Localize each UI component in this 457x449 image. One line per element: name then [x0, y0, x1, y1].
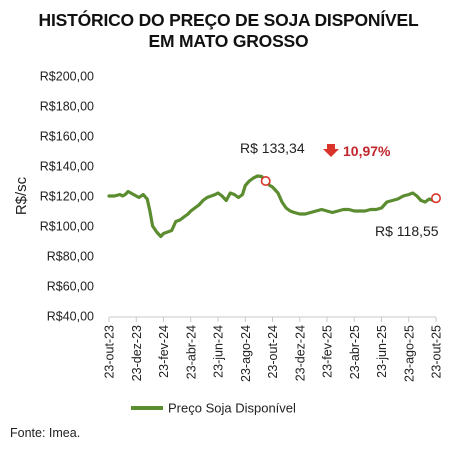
x-tick-label: 23-fev-25: [321, 325, 335, 378]
chart-title-line-1: HISTÓRICO DO PREÇO DE SOJA DISPONÍVEL: [38, 10, 419, 30]
x-tick-label: 23-dez-24: [293, 325, 307, 381]
x-tick-label: 23-jun-25: [375, 325, 389, 378]
y-tick-label: R$140,00: [40, 160, 94, 174]
change-percent-label: 10,97%: [343, 143, 391, 159]
x-tick-label: 23-dez-23: [130, 325, 144, 381]
x-tick-label: 23-out-24: [266, 325, 280, 379]
series-line-preco-soja: [107, 174, 438, 239]
down-arrow-icon: [323, 144, 339, 157]
peak-marker: [260, 176, 271, 187]
x-tick-label: 23-out-23: [103, 325, 117, 379]
x-tick-label: 23-out-25: [430, 325, 444, 379]
y-tick-label: R$40,00: [47, 310, 94, 324]
last-price-label: R$ 118,55: [375, 223, 439, 239]
x-tick-label: 23-fev-24: [157, 325, 171, 378]
y-tick-label: R$160,00: [40, 130, 94, 144]
x-tick-label: 23-abr-25: [348, 325, 362, 379]
y-tick-label: R$100,00: [40, 220, 94, 234]
peak-price-label: R$ 133,34: [240, 140, 305, 156]
chart-title-line-2: EM MATO GROSSO: [148, 31, 309, 51]
x-tick-label: 23-ago-24: [239, 325, 253, 382]
x-tick-label: 23-abr-24: [184, 325, 198, 379]
y-axis-title: R$/sc: [13, 176, 30, 215]
last-point-marker: [430, 193, 441, 204]
source-note: Fonte: Imea.: [10, 426, 81, 440]
chart-title: HISTÓRICO DO PREÇO DE SOJA DISPONÍVEL EM…: [0, 10, 457, 52]
y-tick-label: R$120,00: [40, 190, 94, 204]
x-tick-label: 23-jun-24: [212, 325, 226, 378]
y-tick-label: R$80,00: [47, 250, 94, 264]
y-tick-label: R$200,00: [40, 70, 94, 84]
legend-label: Preço Soja Disponível: [168, 401, 296, 416]
y-tick-label: R$60,00: [47, 280, 94, 294]
y-tick-label: R$180,00: [40, 100, 94, 114]
x-tick-label: 23-ago-25: [402, 325, 416, 382]
